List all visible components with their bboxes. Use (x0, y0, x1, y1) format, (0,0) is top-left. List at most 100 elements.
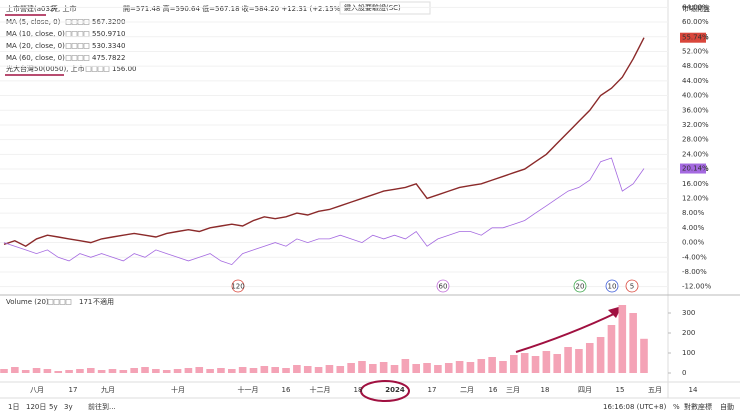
toolbar-button[interactable]: 16:16:08 (UTC+8) (603, 403, 667, 411)
volume-bar (271, 367, 279, 373)
volume-bar (97, 370, 106, 373)
x-tick-label: 18 (541, 386, 550, 394)
volume-bar (108, 369, 117, 373)
arrowhead (608, 306, 622, 318)
y-tick-label: 24.00% (682, 150, 709, 158)
x-tick-label: 八月 (30, 386, 44, 394)
volume-name: Volume (20) (6, 298, 49, 306)
volume-bar (499, 361, 507, 373)
volume-bar (119, 370, 128, 373)
toolbar-button[interactable]: 前往到... (88, 402, 116, 411)
toolbar-button[interactable]: 120日 (26, 403, 46, 411)
y-tick-label: 12.00% (682, 194, 709, 202)
x-tick-label: 十月 (171, 385, 185, 394)
volume-bar (293, 365, 301, 373)
volume-bar (477, 359, 486, 373)
volume-bar (369, 364, 377, 373)
volume-bar (228, 369, 236, 373)
volume-bar (336, 366, 345, 373)
volume-bar (640, 338, 648, 373)
label: 市場開盤 (682, 4, 710, 13)
y-tick-label: 4.00% (682, 224, 705, 232)
volume-bar (618, 305, 627, 373)
volume-bar (575, 349, 583, 373)
volume-bar (347, 363, 355, 373)
y-tick-label: 200 (682, 329, 695, 337)
ma-marker-label: 10 (608, 283, 617, 291)
volume-bar (195, 367, 204, 373)
x-tick-label: 15 (616, 386, 625, 394)
volume-bar (585, 343, 594, 373)
volume-bar (0, 369, 8, 373)
icon (47, 299, 54, 305)
volume-bar (184, 368, 193, 373)
circle-annotation (360, 380, 410, 402)
icon (53, 299, 60, 305)
y-tick-label: 8.00% (682, 209, 705, 217)
search-box (339, 1, 431, 15)
y-tick-label: -4.00% (682, 253, 707, 261)
toolbar-button[interactable]: 1日 (8, 403, 19, 411)
volume-bar (455, 361, 464, 373)
y-tick-label: 28.00% (682, 136, 709, 144)
volume-bar (531, 356, 540, 373)
ma-marker (605, 279, 619, 293)
icon (77, 43, 84, 49)
volume-bar (412, 364, 420, 373)
volume-bar (542, 351, 551, 373)
series-line (3, 37, 645, 248)
ma-value: 530.3340 (92, 42, 125, 50)
volume-bar (379, 362, 388, 373)
icon (65, 55, 72, 61)
volume-bar (130, 368, 138, 373)
volume-bar (173, 369, 182, 373)
compare-value: 156.00 (112, 65, 137, 73)
arrow (515, 311, 619, 353)
ma-value: 475.7822 (92, 54, 125, 62)
icon (71, 55, 78, 61)
label: 天, 上市 (51, 4, 76, 13)
x-tick-label: 14 (689, 386, 698, 394)
x-tick-label: 九月 (101, 385, 115, 394)
toolbar-button[interactable]: 對數座標 (684, 402, 712, 411)
y-tick-label: 0 (682, 369, 686, 377)
volume-bar (358, 361, 366, 373)
last-value-box (680, 32, 706, 43)
volume-bar (249, 368, 258, 373)
last-value-box (680, 163, 706, 174)
volume-bar (238, 367, 247, 373)
volume-bar (488, 357, 496, 373)
y-tick-label: 300 (682, 309, 695, 317)
y-tick-label: -12.00% (682, 283, 712, 291)
series-line (3, 157, 645, 266)
y-tick-label: 100 (682, 349, 695, 357)
volume-bar (520, 353, 529, 373)
volume-bar (86, 368, 95, 373)
volume-bar (152, 369, 160, 373)
icon (65, 299, 72, 305)
volume-bar (596, 337, 605, 373)
icon (71, 43, 78, 49)
label: 上市營建(a032) (6, 4, 57, 13)
toolbar-button[interactable]: 自動 (720, 402, 734, 411)
y-tick-label: 60.00% (682, 18, 709, 26)
volume-bar (21, 370, 30, 373)
toolbar-button[interactable]: % (673, 403, 680, 411)
volume-value: 171 (79, 298, 92, 306)
ma-marker (231, 279, 245, 293)
volume-bar (444, 363, 453, 373)
volume-bar (466, 362, 475, 373)
icon (77, 55, 84, 61)
x-tick-label: 十二月 (310, 385, 331, 394)
x-tick-label: 十一月 (238, 385, 259, 394)
x-tick-label: 16 (489, 386, 498, 394)
x-tick-label: 二月 (460, 386, 474, 394)
x-tick-label: 三月 (506, 386, 520, 394)
ma-marker (436, 279, 450, 293)
toolbar-button[interactable]: 5y (49, 403, 58, 411)
volume-bar (217, 368, 225, 373)
ma-value: 550.9710 (92, 30, 125, 38)
y-tick-label: -8.00% (682, 268, 707, 276)
toolbar-button[interactable]: 3y (64, 403, 73, 411)
